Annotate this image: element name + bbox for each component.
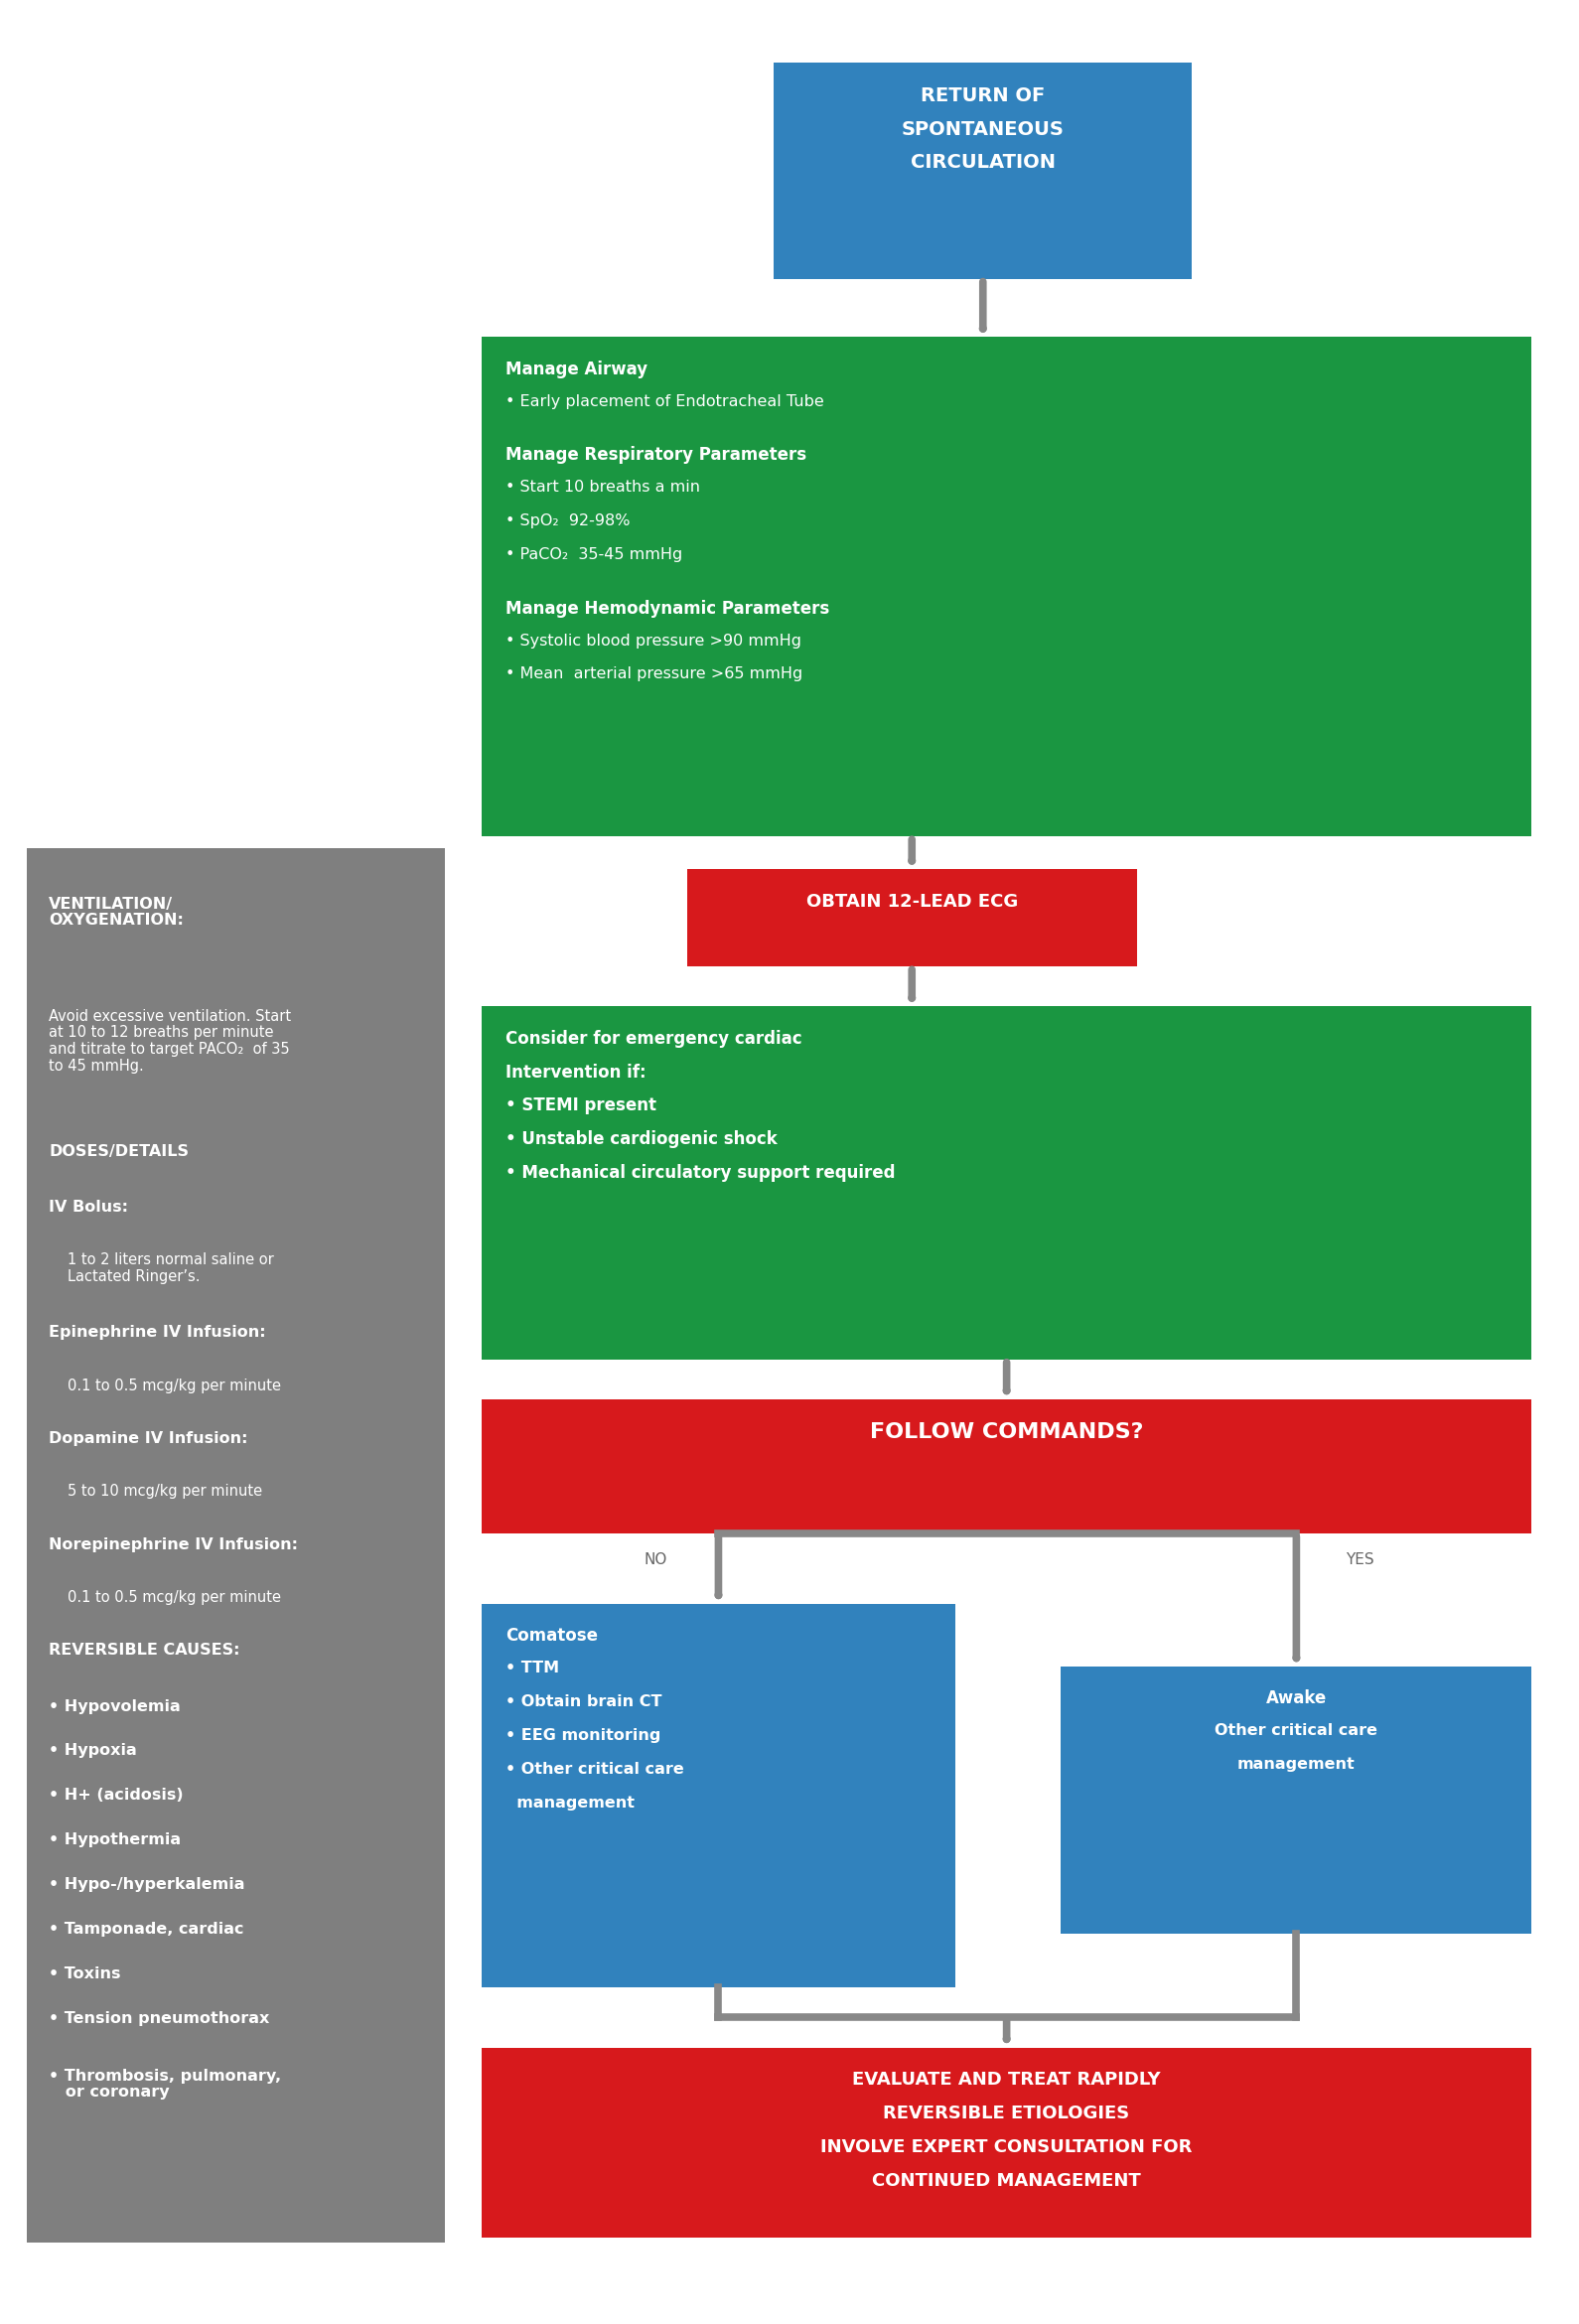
FancyBboxPatch shape xyxy=(27,848,445,2243)
Text: NO: NO xyxy=(644,1552,666,1566)
Text: • Mechanical circulatory support required: • Mechanical circulatory support require… xyxy=(505,1164,895,1183)
Text: DOSES/DETAILS: DOSES/DETAILS xyxy=(49,1143,189,1160)
Text: • PaCO₂  35-45 mmHg: • PaCO₂ 35-45 mmHg xyxy=(505,546,682,562)
FancyBboxPatch shape xyxy=(482,2047,1532,2238)
Text: • TTM: • TTM xyxy=(505,1659,559,1676)
Text: • STEMI present: • STEMI present xyxy=(505,1097,657,1116)
Text: Norepinephrine IV Infusion:: Norepinephrine IV Infusion: xyxy=(49,1536,298,1552)
Text: Avoid excessive ventilation. Start
at 10 to 12 breaths per minute
and titrate to: Avoid excessive ventilation. Start at 10… xyxy=(49,1009,292,1074)
Text: Awake: Awake xyxy=(1266,1690,1326,1708)
Text: Intervention if:: Intervention if: xyxy=(505,1064,646,1081)
Text: CIRCULATION: CIRCULATION xyxy=(911,153,1055,172)
Text: • Hypoxia: • Hypoxia xyxy=(49,1743,137,1759)
Text: • Other critical care: • Other critical care xyxy=(505,1762,684,1776)
Text: SPONTANEOUS: SPONTANEOUS xyxy=(902,119,1064,139)
Text: management: management xyxy=(1238,1757,1355,1771)
Text: 0.1 to 0.5 mcg/kg per minute: 0.1 to 0.5 mcg/kg per minute xyxy=(68,1378,281,1392)
Text: • Mean  arterial pressure >65 mmHg: • Mean arterial pressure >65 mmHg xyxy=(505,667,802,681)
Text: • Hypothermia: • Hypothermia xyxy=(49,1834,182,1848)
Text: Manage Hemodynamic Parameters: Manage Hemodynamic Parameters xyxy=(505,600,829,618)
Text: Other critical care: Other critical care xyxy=(1214,1724,1378,1738)
Text: • Tension pneumothorax: • Tension pneumothorax xyxy=(49,2010,270,2027)
Text: • EEG monitoring: • EEG monitoring xyxy=(505,1729,660,1743)
FancyBboxPatch shape xyxy=(482,1604,955,1987)
Text: 0.1 to 0.5 mcg/kg per minute: 0.1 to 0.5 mcg/kg per minute xyxy=(68,1590,281,1606)
Text: Dopamine IV Infusion:: Dopamine IV Infusion: xyxy=(49,1432,248,1446)
Text: • Thrombosis, pulmonary,
   or coronary: • Thrombosis, pulmonary, or coronary xyxy=(49,2068,281,2101)
Text: Manage Airway: Manage Airway xyxy=(505,360,647,379)
FancyBboxPatch shape xyxy=(482,337,1532,837)
Text: • SpO₂  92-98%: • SpO₂ 92-98% xyxy=(505,514,630,528)
Text: INVOLVE EXPERT CONSULTATION FOR: INVOLVE EXPERT CONSULTATION FOR xyxy=(821,2138,1192,2157)
Text: REVERSIBLE ETIOLOGIES: REVERSIBLE ETIOLOGIES xyxy=(883,2106,1131,2122)
FancyBboxPatch shape xyxy=(482,1006,1532,1360)
Text: EVALUATE AND TREAT RAPIDLY: EVALUATE AND TREAT RAPIDLY xyxy=(853,2071,1161,2089)
Text: Manage Respiratory Parameters: Manage Respiratory Parameters xyxy=(505,446,807,465)
Text: • Hypovolemia: • Hypovolemia xyxy=(49,1699,180,1713)
Text: Comatose: Comatose xyxy=(505,1627,597,1645)
Text: • Unstable cardiogenic shock: • Unstable cardiogenic shock xyxy=(505,1129,777,1148)
Text: YES: YES xyxy=(1345,1552,1374,1566)
Text: Epinephrine IV Infusion:: Epinephrine IV Infusion: xyxy=(49,1325,265,1341)
Text: • Systolic blood pressure >90 mmHg: • Systolic blood pressure >90 mmHg xyxy=(505,632,801,648)
Text: • H+ (acidosis): • H+ (acidosis) xyxy=(49,1787,183,1803)
Text: • Tamponade, cardiac: • Tamponade, cardiac xyxy=(49,1922,245,1936)
Text: VENTILATION/
OXYGENATION:: VENTILATION/ OXYGENATION: xyxy=(49,897,183,927)
FancyBboxPatch shape xyxy=(774,63,1192,279)
Text: management: management xyxy=(505,1796,635,1810)
Text: 5 to 10 mcg/kg per minute: 5 to 10 mcg/kg per minute xyxy=(68,1485,262,1499)
Text: IV Bolus:: IV Bolus: xyxy=(49,1199,128,1215)
Text: • Obtain brain CT: • Obtain brain CT xyxy=(505,1694,662,1708)
Text: • Toxins: • Toxins xyxy=(49,1966,122,1982)
Text: RETURN OF: RETURN OF xyxy=(921,86,1045,105)
FancyBboxPatch shape xyxy=(687,869,1137,967)
FancyBboxPatch shape xyxy=(1061,1666,1532,1934)
Text: • Early placement of Endotracheal Tube: • Early placement of Endotracheal Tube xyxy=(505,393,824,409)
Text: CONTINUED MANAGEMENT: CONTINUED MANAGEMENT xyxy=(872,2171,1142,2189)
Text: FOLLOW COMMANDS?: FOLLOW COMMANDS? xyxy=(870,1422,1143,1443)
Text: OBTAIN 12-LEAD ECG: OBTAIN 12-LEAD ECG xyxy=(805,892,1018,911)
Text: 1 to 2 liters normal saline or
Lactated Ringer’s.: 1 to 2 liters normal saline or Lactated … xyxy=(68,1253,275,1285)
Text: • Hypo-/hyperkalemia: • Hypo-/hyperkalemia xyxy=(49,1878,245,1892)
FancyBboxPatch shape xyxy=(482,1399,1532,1534)
Text: REVERSIBLE CAUSES:: REVERSIBLE CAUSES: xyxy=(49,1643,240,1657)
Text: • Start 10 breaths a min: • Start 10 breaths a min xyxy=(505,479,699,495)
Text: Consider for emergency cardiac: Consider for emergency cardiac xyxy=(505,1030,802,1048)
